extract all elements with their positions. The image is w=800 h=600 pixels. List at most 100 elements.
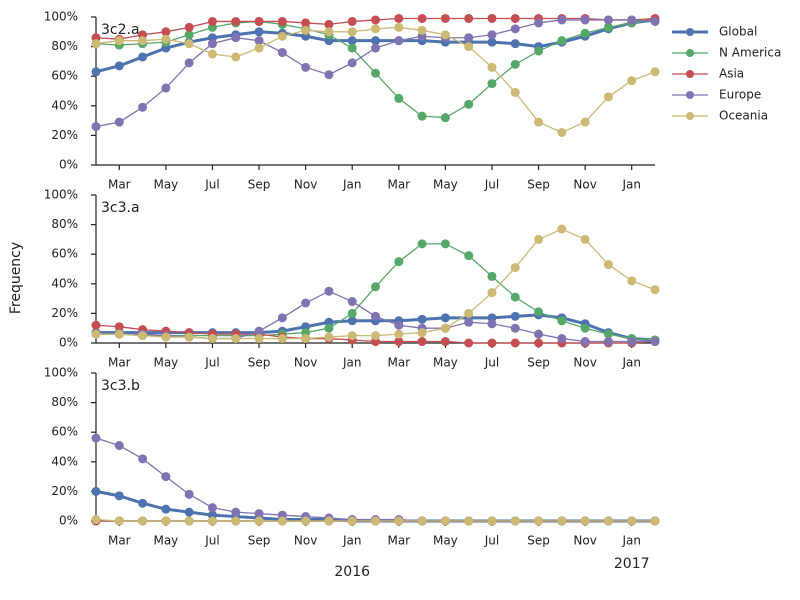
point <box>650 67 660 77</box>
x-tick-label: Nov <box>573 534 596 548</box>
y-tick-label: 100% <box>44 188 78 202</box>
x-tick-label: Jan <box>342 534 362 548</box>
legend-marker <box>686 49 694 57</box>
point <box>347 308 357 318</box>
point <box>510 516 520 526</box>
point <box>580 28 590 38</box>
point <box>231 52 241 62</box>
x-tick-label: Sep <box>527 356 550 370</box>
x-tick-label: May <box>153 534 178 548</box>
point <box>534 117 544 127</box>
point <box>534 307 544 317</box>
x-tick-label: Sep <box>527 534 550 548</box>
x-tick-label: May <box>153 356 178 370</box>
point <box>394 22 404 32</box>
point <box>394 516 404 526</box>
point <box>371 516 380 526</box>
point <box>440 239 450 249</box>
point <box>207 503 217 513</box>
point <box>184 507 194 517</box>
point <box>510 87 520 97</box>
point <box>510 39 520 49</box>
x-tick-label: May <box>153 178 178 192</box>
point <box>487 62 497 72</box>
point <box>464 338 474 348</box>
point <box>324 19 334 29</box>
legend-label: Global <box>719 25 757 39</box>
point <box>603 337 613 347</box>
point <box>394 257 404 267</box>
point <box>487 30 497 40</box>
point <box>138 36 148 46</box>
y-tick-label: 80% <box>51 39 78 53</box>
y-tick-label: 60% <box>51 69 78 83</box>
point <box>371 24 380 34</box>
point <box>371 68 380 78</box>
x-tick-label: May <box>433 356 458 370</box>
point <box>510 323 520 333</box>
point <box>301 62 311 72</box>
y-axis-label: Frequency <box>8 242 24 314</box>
point <box>184 22 194 32</box>
point <box>161 332 171 342</box>
panel-title: 3c2.a <box>101 22 140 38</box>
legend-marker <box>686 70 694 78</box>
y-tick-label: 100% <box>44 366 78 380</box>
x-tick-label: Mar <box>387 178 410 192</box>
point <box>627 76 637 86</box>
point <box>371 43 380 53</box>
point <box>231 516 241 526</box>
point <box>464 33 474 43</box>
point <box>114 36 124 46</box>
point <box>394 329 404 339</box>
point <box>440 13 450 23</box>
x-tick-label: Jan <box>342 178 362 192</box>
x-tick-label: Jul <box>204 178 219 192</box>
point <box>254 27 264 37</box>
y-tick-label: 60% <box>51 247 78 261</box>
point <box>347 316 357 326</box>
point <box>510 292 520 302</box>
point <box>277 48 287 58</box>
x-tick-label: May <box>433 178 458 192</box>
x-tick-label: Mar <box>108 534 131 548</box>
point <box>650 337 660 347</box>
point <box>603 260 613 270</box>
point <box>464 516 474 526</box>
point <box>417 25 427 35</box>
point <box>510 24 520 34</box>
x-tick-label: Sep <box>248 178 271 192</box>
point <box>627 276 637 286</box>
point <box>347 27 357 37</box>
point <box>417 328 427 338</box>
point <box>464 99 474 109</box>
point <box>207 16 217 26</box>
x-tick-label: Sep <box>527 178 550 192</box>
point <box>417 239 427 249</box>
point <box>464 317 474 327</box>
point <box>254 509 264 519</box>
series-line <box>96 243 656 341</box>
point <box>231 16 241 26</box>
point <box>417 13 427 23</box>
point <box>161 516 171 526</box>
point <box>394 337 404 347</box>
point <box>254 326 264 336</box>
point <box>603 15 613 25</box>
point <box>207 334 217 344</box>
point <box>184 58 194 68</box>
point <box>324 70 334 80</box>
point <box>114 322 124 332</box>
point <box>487 516 497 526</box>
point <box>277 31 287 41</box>
point <box>371 36 380 46</box>
point <box>371 311 380 321</box>
point <box>277 313 287 323</box>
year-label: 2017 <box>614 556 650 572</box>
point <box>464 308 474 318</box>
y-tick-label: 40% <box>51 98 78 112</box>
point <box>580 234 590 244</box>
legend-label: Oceania <box>719 109 768 123</box>
x-tick-label: Nov <box>573 356 596 370</box>
point <box>371 331 380 341</box>
